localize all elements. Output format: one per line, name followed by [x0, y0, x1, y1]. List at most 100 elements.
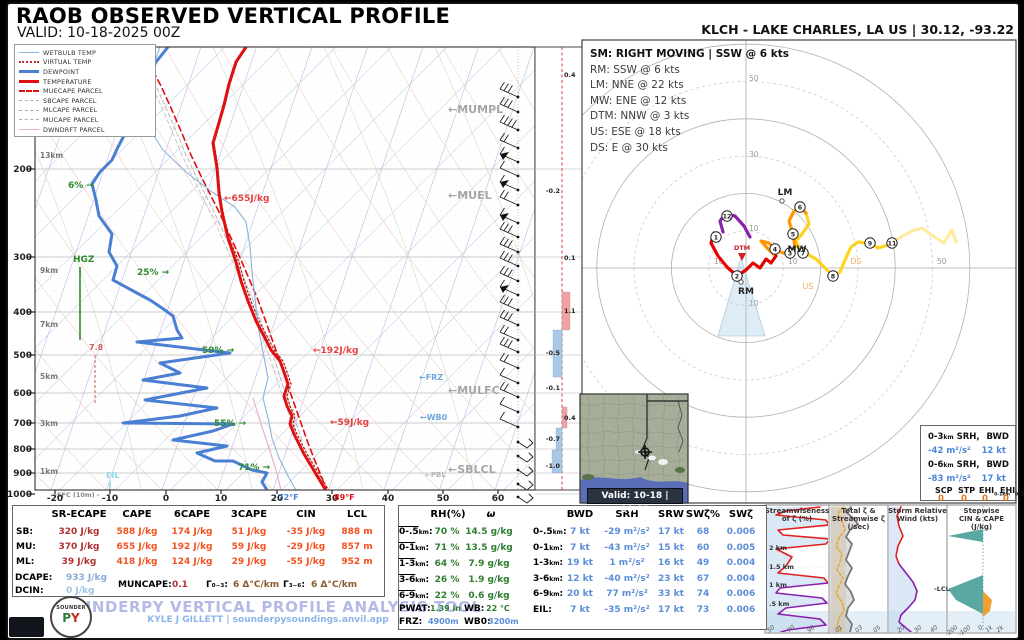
legend-label: MLCAPE PARCEL: [43, 106, 98, 115]
index-value: 0: [961, 494, 967, 504]
moisture-extra-value: 4900m: [428, 617, 459, 626]
thermo-value: 192 J/kg: [171, 542, 213, 552]
corner-badge: [9, 617, 44, 637]
legend-item: DEWPOINT: [19, 67, 151, 77]
storm-motion-line: LM: NNE @ 22 kts: [590, 79, 684, 92]
kinematics-value: 15 kt: [658, 542, 684, 553]
moisture-header: ω: [486, 509, 496, 520]
kinematics-value: 0.004: [726, 558, 756, 568]
moisture-row-label: 6-9km:: [399, 591, 430, 601]
muncape-value: 0.1: [172, 580, 188, 590]
thermo-value: 29 J/kg: [231, 557, 267, 567]
thermo-value: 51 J/kg: [231, 527, 267, 537]
thermo-value: 888 m: [341, 527, 373, 537]
kinematics-value: 12 kt: [567, 573, 593, 584]
thermo-header: 6CAPE: [173, 509, 211, 520]
thermo-row-label: ML:: [16, 557, 35, 567]
thermo-value: -55 J/kg: [286, 557, 326, 567]
kinematics-value: 19 kt: [567, 558, 593, 568]
legend-label: SBCAPE PARCEL: [43, 96, 97, 105]
kinematics-row-label: 3-6km:: [533, 573, 564, 584]
kinematics-row-label: 0-.5km:: [533, 527, 567, 537]
srh-bwd-box: 0-3km SRH, BWD -42 m²/s² 12 kt 0-6km SRH, BWD…: [920, 425, 1024, 504]
dcin-value: 0 J/kg: [66, 586, 95, 596]
kinematics-header: SWζ%: [685, 509, 721, 520]
kinematics-value: 73: [696, 604, 710, 615]
legend-label: DEWPOINT: [43, 67, 80, 76]
legend-swatch-icon: [19, 61, 39, 64]
thermo-header: LCL: [346, 509, 368, 520]
kinematics-value: 49: [696, 558, 710, 568]
dcape-value: 933 J/kg: [66, 573, 107, 583]
thermo-value: 59 J/kg: [231, 542, 267, 552]
kinematics-value: 16 kt: [658, 558, 684, 568]
moisture-rh-value: 26 %: [434, 575, 460, 585]
kinematics-header: SRW: [658, 509, 684, 520]
moisture-header: RH(%): [430, 509, 466, 520]
storm-motion-line: DS: E @ 30 kts: [590, 141, 668, 154]
legend-swatch-icon: [19, 80, 39, 84]
kinematics-value: -43 m²/s²: [604, 542, 650, 553]
moisture-rh-value: 22 %: [434, 591, 460, 601]
footer-credit: KYLE J GILLETT | sounderpysoundings.anvi…: [147, 615, 389, 625]
srh-value: -42 m²/s²: [928, 446, 971, 456]
kinematics-value: 77 m²/s²: [606, 589, 648, 599]
thermo-value: 370 J/kg: [58, 542, 100, 552]
legend-label: TEMPERATURE: [43, 77, 92, 86]
moisture-extra-label: WB:: [464, 604, 485, 614]
thermo-table-box: [12, 505, 385, 597]
thermo-value: 588 J/kg: [116, 527, 158, 537]
index-value: 0: [938, 494, 944, 504]
srh-row-label: 0-6km SRH,: [928, 460, 980, 470]
kinematics-header: SWζ: [728, 509, 754, 520]
moisture-row-label: 1-3km:: [399, 559, 430, 569]
kinematics-value: 7 kt: [570, 604, 590, 615]
storm-motion-line: US: ESE @ 18 kts: [590, 125, 681, 138]
moisture-extra-label: FRZ:: [399, 617, 423, 627]
kinematics-value: 68: [696, 527, 710, 537]
storm-motion-info: SM: RIGHT MOVING | SSW @ 6 kts RM: SSW @ …: [590, 47, 789, 156]
legend-label: WETBULB TEMP: [43, 48, 97, 57]
kinematics-value: -35 m²/s²: [604, 604, 650, 615]
kinematics-value: 67: [696, 573, 710, 584]
gamma-label: Γ₀₋₃:: [206, 580, 228, 590]
footer-title: SOUNDERPY VERTICAL PROFILE ANALYSIS TOOL: [54, 598, 482, 616]
thermo-value: 174 J/kg: [171, 527, 213, 537]
kinematics-value: 0.006: [726, 604, 756, 615]
moisture-rh-value: 71 %: [434, 543, 460, 553]
kinematics-value: 74: [696, 589, 710, 599]
moisture-rh-value: 70 %: [434, 527, 460, 537]
moisture-extra-label: WB0:: [464, 617, 491, 627]
legend-swatch-icon: [19, 90, 39, 93]
gamma-label: Γ₃₋₆:: [283, 580, 305, 590]
kinematics-value: 0.005: [726, 542, 756, 553]
moisture-rh-value: 64 %: [434, 559, 460, 569]
moisture-extra-value: 22 °C: [486, 604, 510, 613]
dcape-label: DCAPE:: [15, 573, 53, 583]
thermo-value: -35 J/kg: [286, 527, 326, 537]
kinematics-value: 7 kt: [570, 542, 590, 553]
kinematics-value: -40 m²/s²: [604, 573, 650, 584]
legend: WETBULB TEMP VIRTUAL TEMP DEWPOINT TEMPERAT…: [14, 44, 156, 138]
thermo-header: CAPE: [122, 509, 152, 520]
legend-item: MUECAPE PARCEL: [19, 86, 151, 96]
thermo-value: 857 m: [341, 542, 373, 552]
legend-swatch-icon: [19, 100, 39, 102]
moisture-w-value: 14.5 g/kg: [465, 527, 513, 537]
muncape-label: MUNCAPE:: [118, 580, 172, 590]
kinematics-row-label: EIL:: [533, 604, 552, 615]
moisture-w-value: 13.5 g/kg: [465, 543, 513, 553]
thermo-value: 320 J/kg: [58, 527, 100, 537]
moisture-extra-label: PWAT:: [399, 604, 431, 614]
moisture-w-value: 1.9 g/kg: [468, 575, 510, 585]
srh-row-label: 0-3km SRH,: [928, 432, 980, 442]
storm-motion-line: MW: ENE @ 12 kts: [590, 94, 687, 107]
legend-label: VIRTUAL TEMP: [43, 58, 92, 67]
legend-swatch-icon: [19, 129, 39, 131]
gamma-value: 6 Δ°C/km: [233, 580, 280, 590]
legend-item: WETBULB TEMP: [19, 48, 151, 58]
thermo-row-label: MU:: [16, 542, 36, 552]
legend-item: SBCAPE PARCEL: [19, 96, 151, 106]
moisture-row-label: 0-.5km:: [399, 527, 433, 537]
